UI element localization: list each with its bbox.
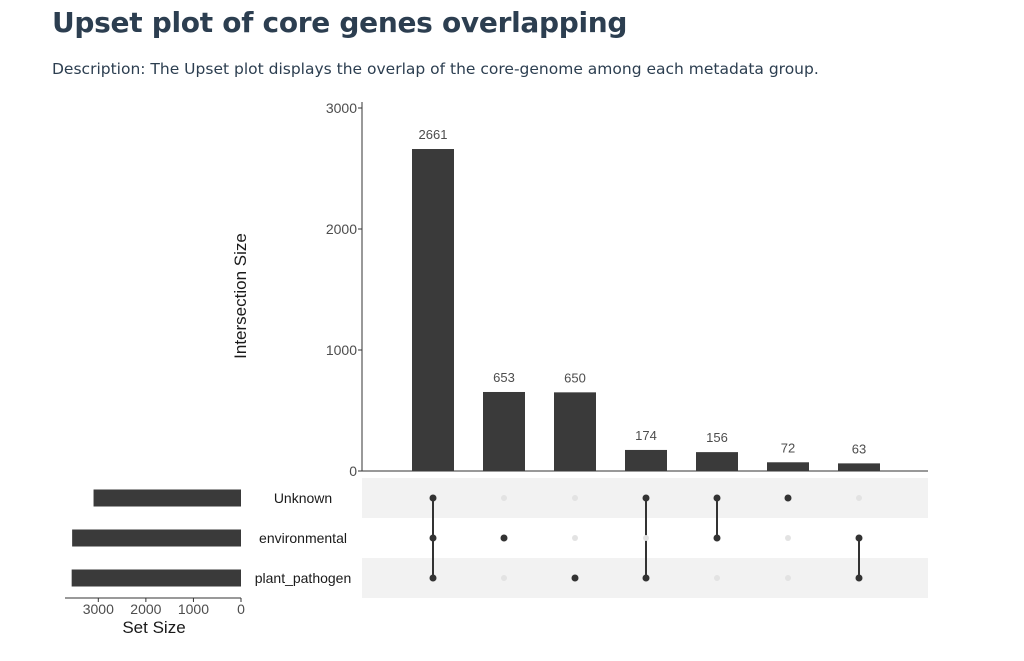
y-tick-label: 2000 (326, 221, 357, 237)
matrix-dot-filled (855, 534, 863, 542)
set-name-label: plant_pathogen (255, 570, 352, 586)
matrix-dot-filled (713, 494, 721, 502)
bar-value-label: 650 (564, 370, 586, 385)
y-tick-label: 3000 (326, 100, 357, 116)
matrix-dot-empty (785, 575, 791, 581)
set-size-tick-label: 3000 (83, 601, 114, 617)
bar-value-label: 72 (781, 440, 795, 455)
matrix-dot-empty (785, 535, 791, 541)
y-tick-label: 0 (349, 463, 357, 479)
matrix-dot-empty (572, 495, 578, 501)
matrix-dot-empty (572, 535, 578, 541)
matrix-dot-filled (713, 534, 721, 542)
intersection-bar (483, 391, 525, 471)
intersection-bar (838, 463, 880, 471)
matrix-dot-filled (784, 494, 792, 502)
matrix-dot-filled (500, 534, 508, 542)
intersection-bar (696, 452, 738, 471)
intersection-bar (412, 149, 454, 472)
matrix-dot-filled (642, 494, 650, 502)
bar-value-label: 63 (852, 441, 866, 456)
set-size-tick-label: 0 (237, 601, 245, 617)
matrix-dot-empty (856, 495, 862, 501)
bar-value-label: 156 (706, 430, 728, 445)
intersection-bar (625, 449, 667, 471)
set-size-bar (93, 489, 241, 507)
set-name-label: environmental (259, 530, 347, 546)
matrix-dot-filled (642, 574, 650, 582)
intersection-bar (767, 462, 809, 471)
matrix-dot-empty (501, 575, 507, 581)
set-size-axis-title: Set Size (122, 618, 185, 637)
matrix-dot-filled (855, 574, 863, 582)
bar-value-label: 2661 (419, 127, 448, 142)
set-size-tick-label: 1000 (178, 601, 209, 617)
matrix-dot-empty (501, 495, 507, 501)
y-axis-title: Intersection Size (231, 233, 250, 359)
bar-value-label: 174 (635, 428, 657, 443)
matrix-dot-empty (714, 575, 720, 581)
set-size-bar (72, 529, 241, 547)
page-title: Upset plot of core genes overlapping (52, 6, 628, 39)
set-size-tick-label: 2000 (130, 601, 161, 617)
set-name-label: Unknown (274, 490, 332, 506)
matrix-dot-filled (571, 574, 579, 582)
bar-value-label: 653 (493, 370, 515, 385)
matrix-dot-filled (429, 534, 437, 542)
page-description: Description: The Upset plot displays the… (52, 60, 819, 78)
intersection-bar (554, 392, 596, 471)
matrix-dot-filled (429, 574, 437, 582)
y-tick-label: 1000 (326, 342, 357, 358)
matrix-dot-filled (429, 494, 437, 502)
matrix-dot-empty (643, 535, 649, 541)
set-size-bar (71, 569, 242, 587)
